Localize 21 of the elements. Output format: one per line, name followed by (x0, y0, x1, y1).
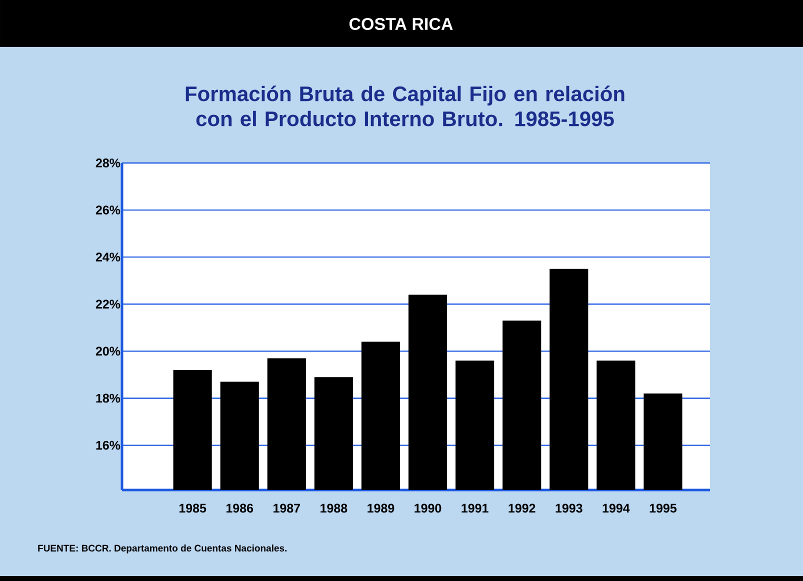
x-tick-label: 1986 (226, 504, 254, 513)
x-tick-label: 1990 (414, 504, 442, 513)
x-tick-label: 1994 (602, 504, 630, 513)
y-tick-label: 26% (96, 206, 120, 214)
x-tick-label: 1995 (650, 504, 677, 513)
y-tick-label: 22% (96, 300, 120, 309)
y-tick-label: 24% (96, 252, 120, 262)
y-tick-label: 28% (96, 158, 120, 168)
y-tick-label: 20% (96, 346, 120, 356)
chart-subtitle: Formación Bruta de Capital Fijo en relación con el Producto Interno Bruto. 1985-1995 (186, 86, 624, 126)
x-tick-label: 1985 (179, 504, 206, 513)
y-tick-label: 16% (96, 440, 120, 450)
x-tick-label: 1989 (368, 504, 394, 513)
source-note: FUENTE: BCCR. Departamento de Cuentas Nacionales. (38, 544, 287, 554)
chart-title: COSTA RICA (349, 18, 453, 30)
x-tick-label: 1987 (274, 504, 300, 513)
x-tick-label: 1993 (556, 504, 582, 513)
y-tick-label: 18% (96, 394, 120, 403)
x-tick-label: 1992 (508, 504, 536, 513)
x-tick-label: 1991 (462, 504, 488, 513)
x-tick-label: 1988 (320, 504, 348, 513)
